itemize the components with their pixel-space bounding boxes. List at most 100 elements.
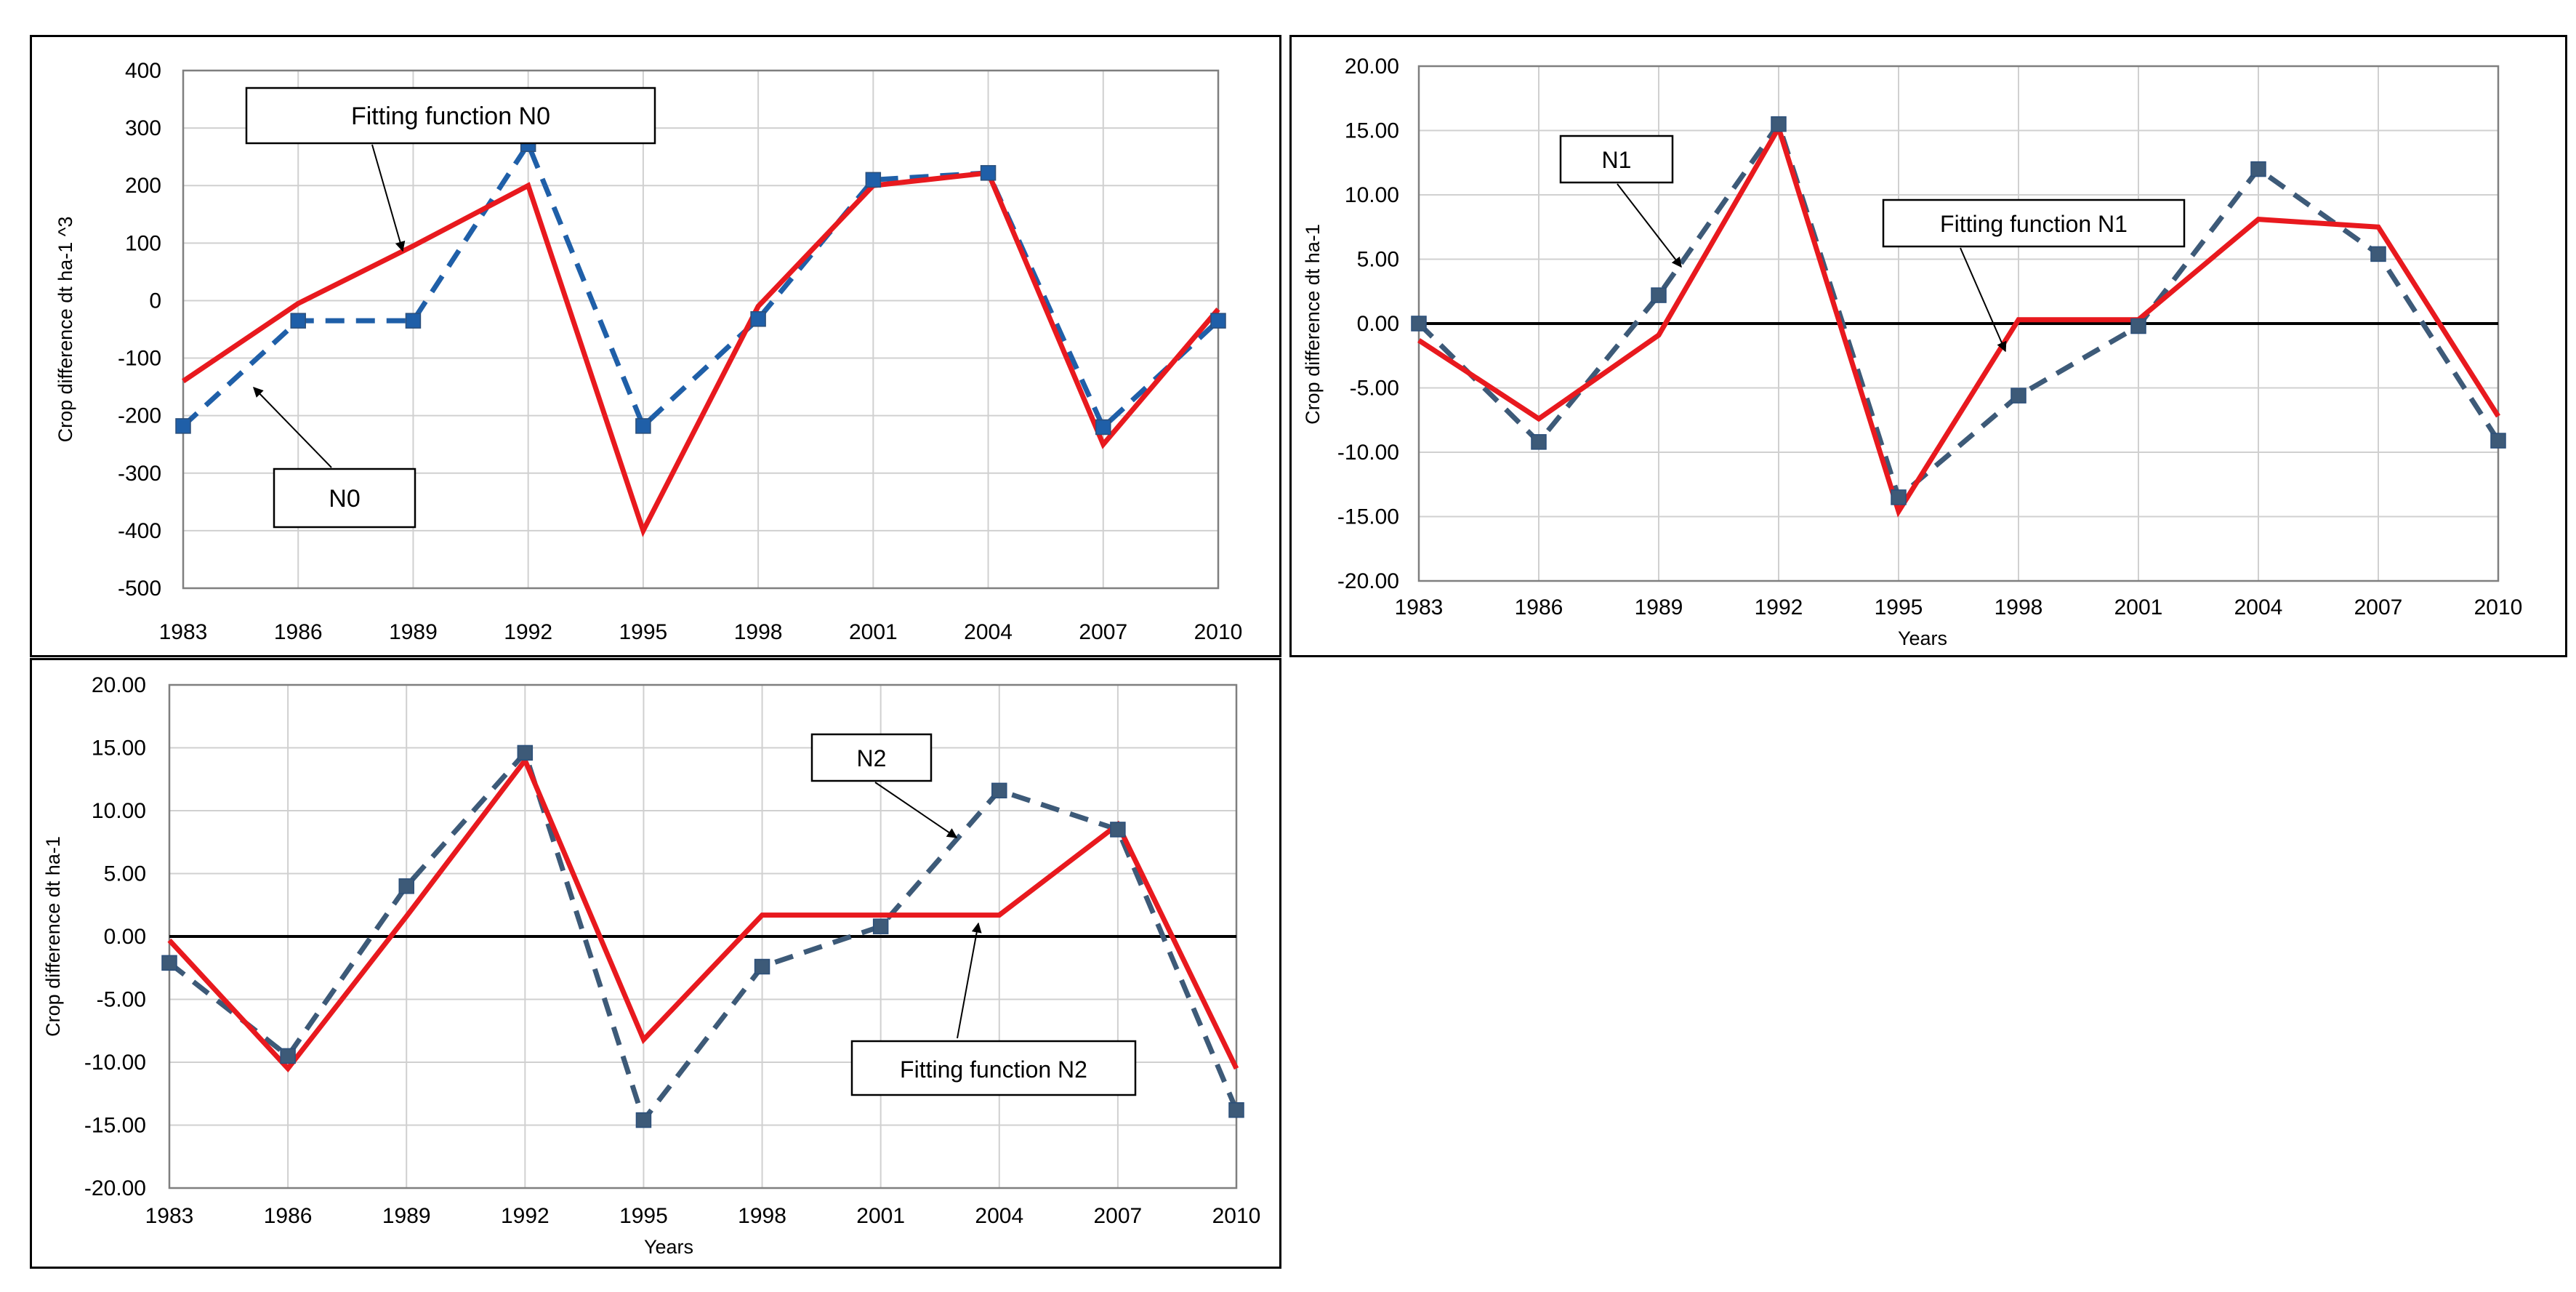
callout-box: [1882, 198, 2186, 248]
callout-arrow: [371, 144, 406, 252]
data-point-n0: [750, 311, 766, 327]
y-tick-label: -20.00: [84, 1176, 146, 1200]
x-tick-label: 1998: [734, 620, 783, 644]
x-tick-label: 1983: [159, 620, 208, 644]
series-line-n0: [181, 138, 1220, 432]
x-tick-label: 1998: [738, 1204, 786, 1228]
data-point-n0: [635, 418, 651, 434]
y-axis-title: Crop difference dt ha-1: [42, 836, 64, 1037]
data-point-n1: [2490, 433, 2506, 449]
data-point-n1: [1411, 316, 1427, 332]
y-tick-label: -5.00: [1350, 377, 1399, 401]
y-axis-title: Crop difference dt ha-1: [1302, 224, 1324, 425]
data-point-n2: [280, 1048, 296, 1064]
x-tick-label: 2010: [2474, 595, 2523, 619]
x-tick-label: 1995: [619, 1204, 668, 1228]
callout-box: [245, 87, 656, 145]
x-tick-label: 2004: [2234, 595, 2283, 619]
y-tick-label: 200: [125, 174, 161, 198]
data-point-n2: [872, 918, 889, 934]
data-point-n0: [865, 172, 882, 188]
data-point-n1: [1651, 287, 1667, 303]
x-tick-label: 2007: [1079, 620, 1127, 644]
x-tick-label: 2004: [964, 620, 1013, 644]
callout-box: [273, 468, 416, 529]
y-tick-label: 10.00: [1345, 183, 1399, 207]
chart-n1: 20.00 15.00 10.00 5.00 0.00 -5.00 -10.00 -15.00…: [1302, 55, 2523, 649]
x-tick-label: 1989: [382, 1204, 431, 1228]
y-tick-label: 10.00: [92, 799, 146, 823]
x-tick-label: 2001: [856, 1204, 905, 1228]
y-tick-label: -15.00: [1337, 505, 1399, 529]
x-axis-title: Years: [1898, 627, 1947, 649]
data-point-n0: [405, 313, 422, 329]
y-tick-label: 20.00: [1345, 55, 1399, 79]
y-tick-label: -200: [118, 404, 161, 428]
x-tick-label: 1983: [145, 1204, 194, 1228]
y-tick-label: 5.00: [104, 862, 146, 886]
callout-arrow: [1617, 183, 1682, 268]
callout-box: [1559, 135, 1674, 184]
x-tick-label: 1995: [1875, 595, 1923, 619]
callout-label: Fitting function N1: [1940, 211, 2128, 237]
x-tick-label: 2007: [2354, 595, 2403, 619]
data-point-n1: [2130, 318, 2146, 334]
series-line-fitting-function-n1: [1417, 121, 2500, 518]
data-point-n2: [161, 955, 177, 971]
y-tick-label: -20.00: [1337, 569, 1399, 593]
y-tick-label: 15.00: [1345, 119, 1399, 143]
x-tick-label: 1989: [389, 620, 438, 644]
data-point-n2: [517, 745, 534, 761]
y-tick-label: 5.00: [1357, 248, 1399, 272]
chart-n0: 400 300 200 100 0 -100 -200 -300 -400 -500 1983 198…: [55, 59, 1243, 644]
series-line-n2: [167, 747, 1239, 1126]
x-tick-label: 2004: [975, 1204, 1023, 1228]
callout-label: Fitting function N2: [900, 1056, 1087, 1083]
y-tick-label: 0.00: [1357, 312, 1399, 336]
series-line-fitting-function-n0: [182, 170, 1220, 537]
data-point-n2: [1228, 1102, 1244, 1118]
y-tick-label: -100: [118, 347, 161, 371]
x-tick-label: 1986: [274, 620, 323, 644]
chart-n2: 20.00 15.00 10.00 5.00 0.00 -5.00 -10.00 -15.00…: [42, 673, 1261, 1258]
data-point-n2: [754, 958, 770, 975]
y-tick-label: -400: [118, 519, 161, 543]
data-point-n1: [1891, 489, 1907, 505]
data-point-n1: [2011, 388, 2026, 404]
y-tick-label: 0.00: [104, 925, 146, 949]
x-tick-label: 1992: [1755, 595, 1803, 619]
data-point-n1: [2250, 161, 2266, 177]
y-tick-label: -15.00: [84, 1114, 146, 1138]
y-tick-label: -10.00: [84, 1051, 146, 1075]
data-point-n1: [1531, 434, 1547, 450]
x-tick-label: 2010: [1212, 1204, 1261, 1228]
data-point-n0: [1095, 419, 1111, 436]
x-tick-label: 1989: [1635, 595, 1683, 619]
x-tick-label: 2010: [1194, 620, 1243, 644]
y-tick-label: 20.00: [92, 673, 146, 697]
data-point-n2: [1110, 822, 1126, 838]
callout-label: N1: [1602, 147, 1632, 173]
callout-box: [850, 1040, 1137, 1096]
callout-arrow: [874, 782, 958, 838]
y-tick-label: -10.00: [1337, 441, 1399, 465]
x-tick-label: 1992: [504, 620, 552, 644]
callout-label: N0: [329, 485, 360, 513]
data-point-n1: [1771, 116, 1787, 132]
series-line-fitting-function-n2: [167, 755, 1239, 1073]
x-tick-label: 2001: [849, 620, 898, 644]
data-point-n0: [980, 165, 997, 181]
y-tick-label: 400: [125, 59, 161, 83]
y-axis-title: Crop difference dt ha-1 ^3: [55, 217, 76, 443]
y-tick-label: -500: [118, 577, 161, 601]
chart-panel-n0: 400 300 200 100 0 -100 -200 -300 -400 -500 1983 198…: [30, 35, 1281, 657]
x-tick-label: 1986: [264, 1204, 313, 1228]
x-tick-label: 2007: [1094, 1204, 1143, 1228]
callout-arrow: [957, 922, 982, 1039]
data-point-n0: [290, 313, 306, 329]
x-tick-label: 1995: [619, 620, 668, 644]
x-axis-title: Years: [644, 1236, 693, 1258]
data-point-n2: [991, 782, 1007, 799]
y-tick-label: 15.00: [92, 737, 146, 761]
x-tick-label: 2001: [2114, 595, 2163, 619]
